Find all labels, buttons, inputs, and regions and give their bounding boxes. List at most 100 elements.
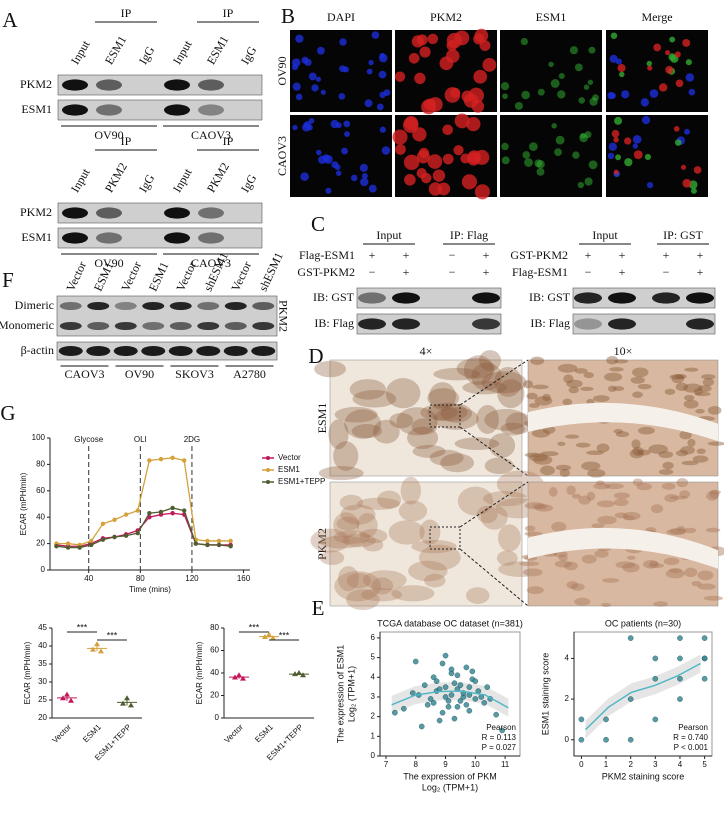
data-point xyxy=(100,521,106,526)
cell xyxy=(520,37,529,46)
tissue xyxy=(636,482,652,491)
data-point xyxy=(578,736,585,743)
data-point xyxy=(77,545,82,550)
tissue xyxy=(349,379,386,400)
lane-label: Input xyxy=(68,165,93,195)
cell xyxy=(308,72,317,81)
tissue xyxy=(593,395,610,402)
cell xyxy=(442,124,453,136)
cell xyxy=(588,160,598,170)
y-tick-label: 6 xyxy=(371,633,376,642)
blot xyxy=(57,227,263,249)
cell xyxy=(558,72,565,80)
cell xyxy=(311,84,319,92)
tissue xyxy=(385,378,421,409)
data-point xyxy=(439,709,446,716)
data-point xyxy=(442,652,449,659)
y-tick-label: 2 xyxy=(371,712,376,721)
data-point xyxy=(216,538,222,544)
tissue xyxy=(581,554,597,564)
tissue xyxy=(411,539,457,554)
band xyxy=(58,345,83,357)
cell xyxy=(419,46,431,58)
tissue xyxy=(478,350,502,371)
blot xyxy=(57,74,263,96)
cell xyxy=(640,98,650,107)
tissue xyxy=(613,429,624,434)
tissue xyxy=(407,426,439,450)
cell xyxy=(557,90,566,99)
tissue xyxy=(636,449,651,456)
blot xyxy=(572,287,716,309)
cell xyxy=(331,161,339,169)
sig-label: *** xyxy=(107,630,118,640)
cell xyxy=(569,46,578,55)
x-tick-label: 8 xyxy=(414,760,419,769)
sign: − xyxy=(585,265,592,279)
data-point xyxy=(123,512,129,517)
tissue xyxy=(703,595,724,601)
row-label: PKM2 xyxy=(20,205,52,219)
cell xyxy=(500,81,510,91)
data-point xyxy=(448,692,455,698)
y-tick-label: 4 xyxy=(565,654,570,663)
band xyxy=(96,79,122,91)
lane-label: Vector xyxy=(228,259,254,293)
ip-label: IP xyxy=(223,134,234,148)
tissue xyxy=(496,550,518,566)
cell xyxy=(453,145,464,156)
tissue xyxy=(575,442,591,448)
data-point xyxy=(677,675,683,682)
tissue xyxy=(658,469,674,475)
tissue xyxy=(595,480,605,486)
data-point xyxy=(170,455,175,460)
tissue xyxy=(497,379,525,409)
x-tick-label: 10 xyxy=(471,760,480,769)
tissue xyxy=(604,483,624,490)
tissue xyxy=(695,408,705,414)
tissue xyxy=(614,512,628,519)
tissue xyxy=(683,527,697,534)
data-point xyxy=(147,458,152,463)
tissue xyxy=(533,503,548,510)
column-label: DAPI xyxy=(327,10,355,24)
cell xyxy=(376,103,384,111)
tissue xyxy=(377,490,402,509)
column-label: ESM1 xyxy=(536,10,567,24)
band xyxy=(114,302,137,310)
cell xyxy=(291,58,301,67)
data-point xyxy=(463,701,470,708)
tissue xyxy=(339,494,364,511)
row-label: CAOV3 xyxy=(275,136,289,176)
cell xyxy=(359,163,368,172)
cell xyxy=(555,135,565,145)
group-label: OV90 xyxy=(125,367,154,381)
sig-label: *** xyxy=(249,622,260,632)
band xyxy=(251,345,276,357)
tissue xyxy=(371,577,394,595)
cell xyxy=(404,116,419,131)
header-label: IP: Flag xyxy=(450,228,488,242)
data-point xyxy=(499,727,505,734)
band xyxy=(87,322,110,330)
cell xyxy=(395,144,406,155)
tissue xyxy=(534,396,553,406)
cell xyxy=(665,65,674,74)
cell xyxy=(474,184,490,200)
tissue xyxy=(680,445,695,455)
column-label: 10× xyxy=(614,344,633,358)
x-tick-label: 1 xyxy=(604,760,609,769)
row-label: ESM1 xyxy=(21,230,52,244)
tissue xyxy=(526,586,544,594)
group-label: CAOV3 xyxy=(191,128,231,142)
x-tick-label: 5 xyxy=(702,760,707,769)
tissue xyxy=(602,578,620,583)
tissue xyxy=(676,478,689,488)
cell xyxy=(633,150,643,160)
cell xyxy=(454,113,470,129)
cell xyxy=(379,91,386,99)
tissue xyxy=(586,491,596,501)
data-point xyxy=(392,709,398,716)
data-point xyxy=(158,509,164,515)
data-point xyxy=(472,696,479,702)
